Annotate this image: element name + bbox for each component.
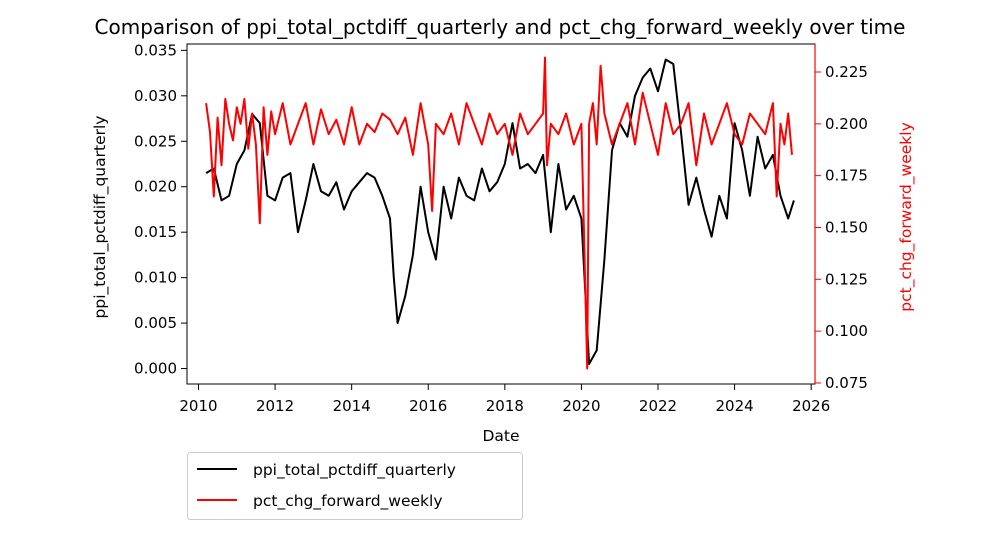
x-tick-label: 2016: [409, 397, 447, 415]
y-axis-left: 0.000 0.005 0.010 0.015 0.020 0.025 0.030 0.035: [134, 41, 187, 378]
y-left-tick-label: 0.030: [134, 87, 177, 105]
y-left-tick-label: 0.010: [134, 269, 177, 287]
x-tick-label: 2022: [639, 397, 677, 415]
x-tick-label: 2010: [179, 397, 217, 415]
y-left-tick-label: 0.035: [134, 41, 177, 59]
y-axis-left-label: ppi_total_pctdiff_quarterly: [91, 116, 110, 319]
y-left-tick-label: 0.000: [134, 360, 177, 378]
y-left-tick-label: 0.025: [134, 132, 177, 150]
y-right-tick-label: 0.075: [825, 374, 868, 392]
y-right-tick-label: 0.200: [825, 115, 868, 133]
series-line-0: [205, 58, 795, 365]
y-right-tick-label: 0.175: [825, 167, 868, 185]
x-tick-label: 2014: [333, 397, 371, 415]
plot-frame: [186, 43, 816, 385]
y-left-tick-label: 0.020: [134, 178, 177, 196]
series-layer: [205, 56, 795, 370]
y-right-tick-label: 0.150: [825, 218, 868, 236]
plot-area: [186, 43, 816, 385]
x-axis: 2010 2012 2014 2016 2018 2020 2022 2024 2026: [179, 384, 830, 415]
x-tick-label: 2012: [256, 397, 294, 415]
legend-label-pct: pct_chg_forward_weekly: [253, 492, 443, 511]
legend-box: [187, 452, 523, 520]
y-right-tick-label: 0.100: [825, 322, 868, 340]
x-tick-label: 2018: [486, 397, 524, 415]
series-line-1: [205, 56, 793, 370]
x-tick-label: 2024: [715, 397, 753, 415]
y-axis-right: 0.075 0.100 0.125 0.150 0.175 0.200 0.225: [815, 63, 868, 392]
y-left-tick-label: 0.005: [134, 314, 177, 332]
y-axis-right-label: pct_chg_forward_weekly: [897, 122, 916, 312]
y-right-tick-label: 0.125: [825, 270, 868, 288]
chart-title: Comparison of ppi_total_pctdiff_quarterl…: [95, 15, 906, 39]
y-right-tick-label: 0.225: [825, 63, 868, 81]
legend: ppi_total_pctdiff_quarterly pct_chg_forw…: [187, 452, 523, 520]
y-left-tick-label: 0.015: [134, 223, 177, 241]
x-tick-label: 2020: [562, 397, 600, 415]
x-axis-label: Date: [482, 427, 519, 445]
x-tick-label: 2026: [792, 397, 830, 415]
legend-label-ppi: ppi_total_pctdiff_quarterly: [253, 461, 456, 480]
